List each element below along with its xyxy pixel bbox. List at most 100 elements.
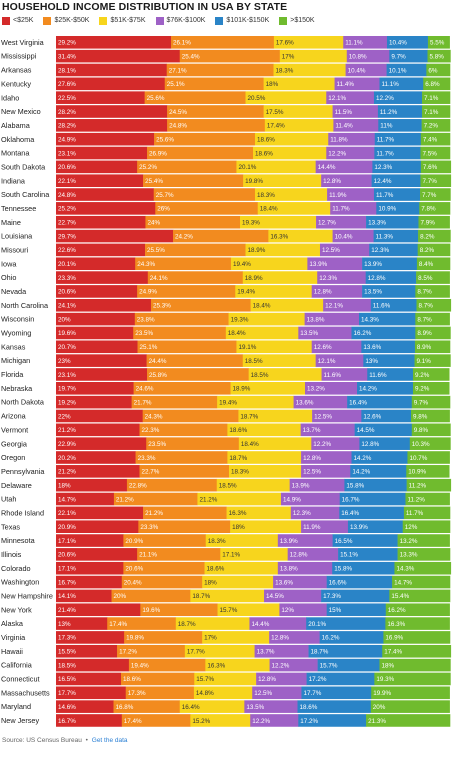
bar-segment (298, 714, 367, 727)
bar-segment (263, 105, 333, 118)
state-label: Kansas (1, 342, 26, 351)
bar-value-label: 13% (365, 358, 378, 365)
bar-segment (56, 243, 146, 257)
state-row: South Carolina 24.8% 25.7% 18.3% 11.9% 11.7% 7… (1, 188, 451, 201)
bar-value-label: 12.4% (374, 178, 392, 185)
bar-value-label: 9.7% (391, 53, 406, 60)
bar-segment (306, 672, 375, 686)
bar-value-label: 13.7% (257, 649, 275, 656)
bar-segment (128, 658, 206, 672)
bar-segment (167, 119, 266, 132)
bar-value-label: 25.3% (153, 303, 171, 310)
bar-segment (123, 561, 205, 575)
bar-value-label: 19.7% (58, 386, 76, 393)
bar-segment (56, 409, 143, 423)
legend-swatch (215, 16, 224, 25)
legend-label: <$25K (13, 17, 34, 24)
get-the-data-link[interactable]: Get the data (91, 737, 128, 744)
bar-value-label: 24.9% (58, 136, 76, 143)
bar-value-label: 12.8% (271, 635, 289, 642)
state-row: North Dakota 19.2% 21.7% 19.4% 13.6% 16.4% 9.7… (1, 395, 451, 409)
bar-segment (269, 631, 320, 644)
bar-segment (150, 298, 251, 312)
bar-segment (330, 202, 377, 215)
bar-value-label: 15.7% (220, 607, 238, 614)
bar-segment (277, 561, 333, 575)
bar-value-label: 16.4% (182, 704, 200, 711)
bar-value-label: 26.9% (149, 150, 167, 157)
bar-segment (204, 561, 279, 575)
bar-segment (56, 644, 118, 658)
state-label: Ohio (1, 273, 16, 282)
bar-value-label: 12.7% (318, 220, 336, 227)
bar-segment (227, 451, 302, 464)
bar-value-label: 14.2% (352, 469, 370, 476)
bar-segment (346, 49, 390, 63)
legend-swatch (279, 16, 288, 25)
bar-value-label: 22.7% (58, 220, 76, 227)
bar-value-label: 21.3% (368, 718, 386, 725)
bar-value-label: 16.3% (270, 233, 288, 240)
state-label: New York (1, 605, 32, 614)
bar-value-label: 17.7% (187, 649, 205, 656)
legend-item-51k-75k: $51K-$75K (99, 16, 146, 25)
bar-value-label: 12.2% (252, 718, 270, 725)
state-label: Louisiana (1, 232, 33, 241)
bar-segment (190, 589, 265, 603)
bar-value-label: 26% (157, 206, 170, 213)
state-label: Oregon (1, 453, 25, 462)
bar-value-label: 21.2% (199, 496, 217, 503)
state-row: Wisconsin 20% 23.8% 19.3% 13.8% 14.3% 8.7% (1, 312, 450, 326)
bar-value-label: 20.5% (248, 95, 266, 102)
bar-segment (230, 257, 308, 271)
bar-segment (56, 700, 114, 713)
bar-value-label: 22.5% (58, 95, 76, 102)
state-label: Oklahoma (1, 135, 35, 144)
bar-segment (56, 119, 168, 132)
state-label: Mississippi (1, 52, 37, 61)
bar-value-label: 20.6% (58, 289, 76, 296)
bar-value-label: 7.5% (422, 150, 437, 157)
state-label: Nevada (1, 287, 27, 296)
bar-value-label: 10.9% (408, 469, 426, 476)
bar-value-label: 12.8% (314, 289, 332, 296)
bar-segment (56, 36, 172, 49)
bar-segment (137, 548, 221, 561)
bar-segment (56, 548, 138, 561)
bar-segment (56, 451, 136, 464)
bar-segment (56, 423, 140, 437)
bar-value-label: 11.4% (337, 81, 355, 88)
state-label: Idaho (1, 93, 19, 102)
bar-segment (253, 146, 327, 160)
state-row: Hawaii 15.5% 17.2% 17.7% 13.7% 18.7% 17.4% (1, 644, 452, 658)
bar-value-label: 18.4% (228, 330, 246, 337)
bar-segment (167, 105, 264, 118)
bar-value-label: 17.4% (267, 123, 285, 130)
bar-segment (111, 589, 191, 603)
bar-segment (418, 229, 451, 243)
bar-value-label: 11.4% (335, 123, 353, 130)
bar-value-label: 15.2% (192, 718, 210, 725)
bar-value-label: 12.2% (272, 662, 290, 669)
footer: Source: US Census Bureau • Get the data (2, 737, 128, 744)
bar-value-label: 11.7% (332, 206, 350, 213)
state-label: Connecticut (1, 675, 40, 684)
bar-value-label: 18.6% (207, 566, 225, 573)
bar-segment (126, 478, 218, 492)
state-label: Colorado (1, 564, 31, 573)
state-label: Georgia (1, 439, 28, 448)
bar-value-label: 14.4% (318, 164, 336, 171)
bar-value-label: 7.4% (423, 136, 438, 143)
bar-segment (56, 77, 166, 91)
bar-segment (343, 36, 388, 49)
state-label: Wyoming (1, 329, 31, 338)
bar-segment (56, 478, 128, 492)
bar-segment (389, 49, 428, 63)
bar-value-label: 16.3% (229, 510, 247, 517)
bar-segment (371, 686, 450, 700)
bar-segment (217, 395, 294, 409)
bar-segment (269, 658, 318, 672)
state-row: Arkansas 28.1% 27.1% 18.3% 10.4% 10.1% 6% (1, 63, 451, 77)
state-row: Oklahoma 24.9% 25.6% 18.6% 11.8% 11.7% 7.4% (1, 132, 451, 146)
bar-value-label: 12.3% (293, 510, 311, 517)
